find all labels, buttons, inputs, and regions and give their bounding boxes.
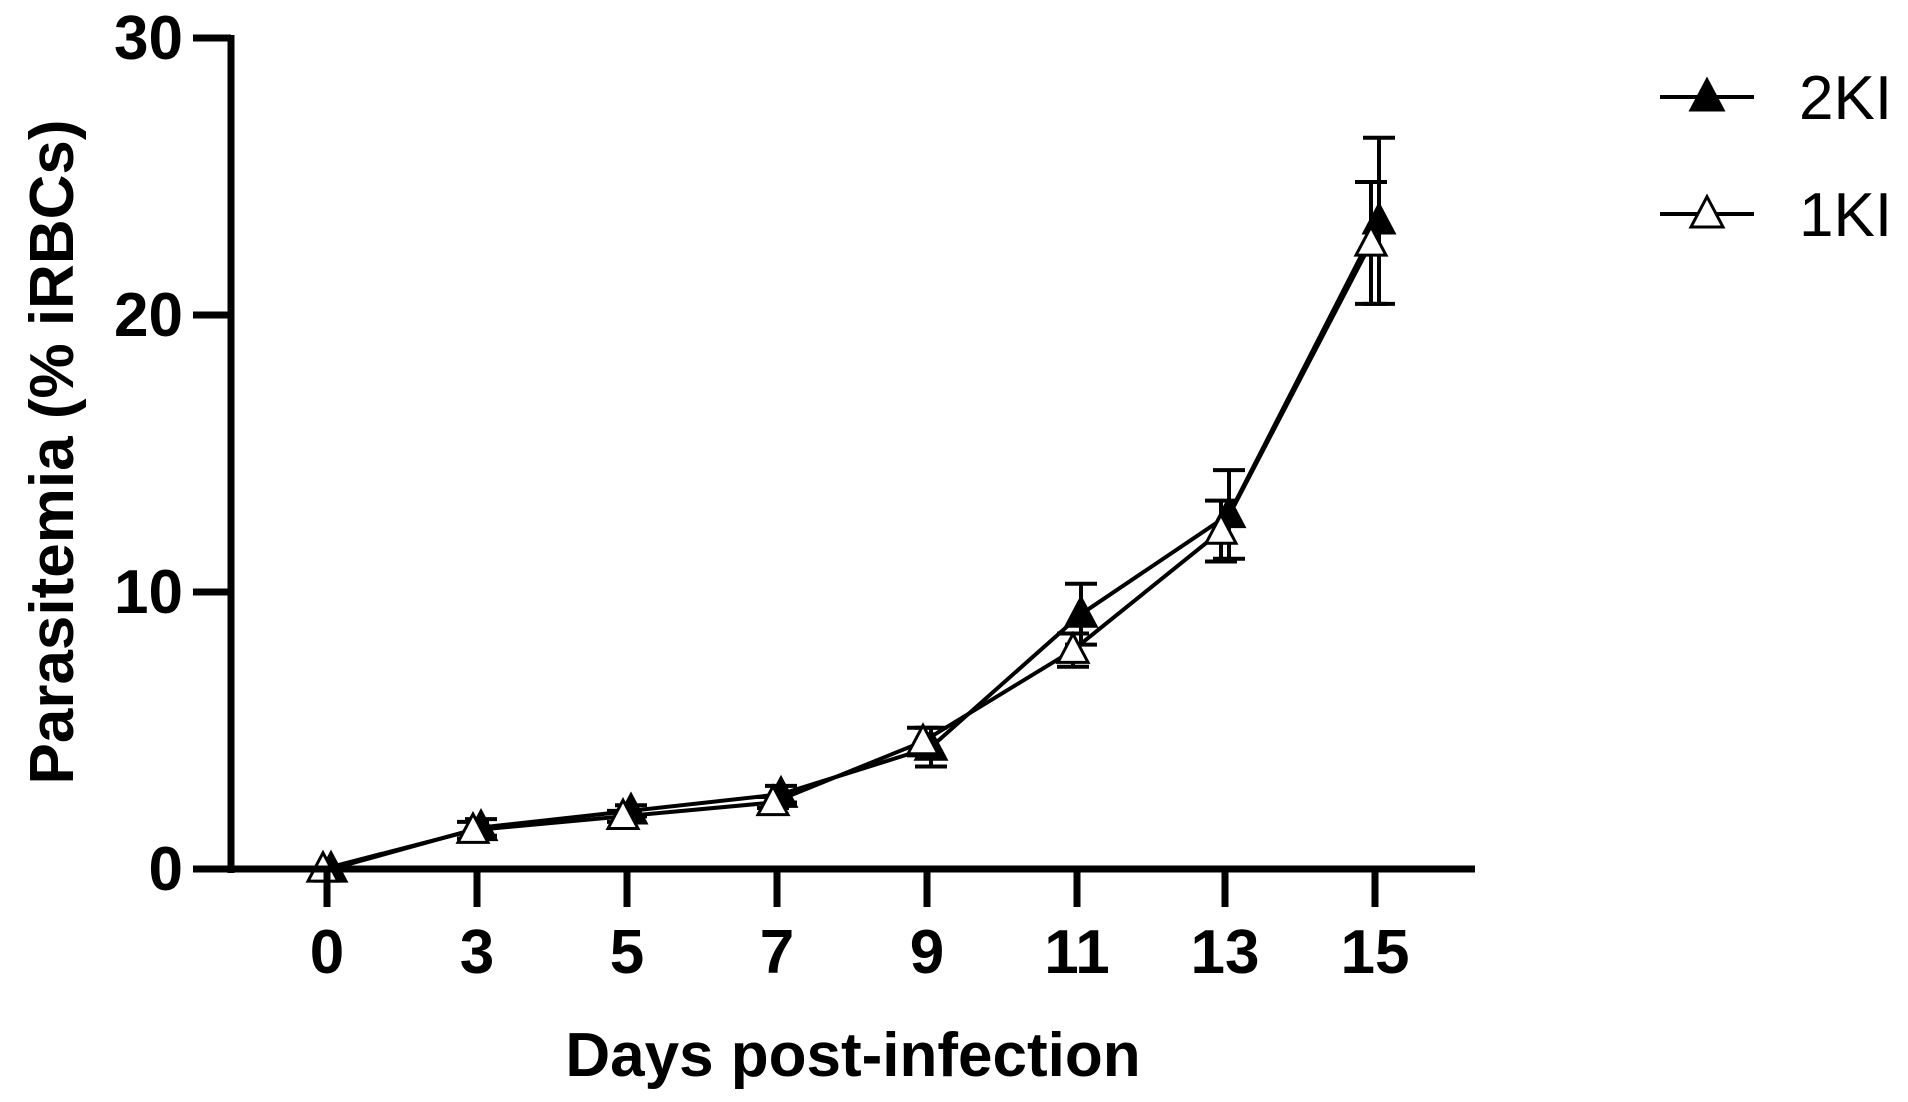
series-lines-layer — [322, 219, 1381, 871]
marker-1KI — [1203, 511, 1239, 545]
x-tick-label: 7 — [760, 918, 794, 987]
x-tick-label: 0 — [310, 918, 344, 987]
marker-1KI — [1055, 630, 1091, 664]
x-tick-label: 11 — [1044, 918, 1110, 987]
legend-marker-2KI — [1688, 76, 1726, 112]
series-line-1KI — [322, 242, 1373, 871]
markers-layer — [305, 201, 1397, 883]
legend-label-1KI: 1KI — [1799, 181, 1892, 250]
marker-1KI — [605, 796, 641, 831]
y-axis-title: Parasitemia (% iRBCs) — [18, 119, 87, 784]
legend-marker-1KI — [1688, 193, 1726, 229]
x-tick-label: 3 — [460, 918, 494, 987]
marker-1KI — [905, 722, 941, 756]
axes-layer — [193, 35, 1475, 873]
marker-1KI — [455, 810, 491, 844]
legend: 2KI 1KI — [1660, 64, 1892, 250]
marker-1KI — [1353, 223, 1389, 257]
x-tick-label: 15 — [1341, 918, 1410, 987]
x-tick-label: 9 — [910, 918, 944, 987]
y-tick-label: 20 — [114, 281, 183, 350]
legend-label-2KI: 2KI — [1799, 64, 1892, 133]
y-tick-label: 30 — [114, 4, 183, 73]
x-axis-title: Days post-infection — [565, 1021, 1140, 1090]
x-tick-label: 13 — [1191, 918, 1260, 987]
x-tick-label: 5 — [610, 918, 644, 987]
ticks-layer: 0 10 20 30 0 3 5 7 9 11 13 15 — [114, 4, 1409, 987]
y-tick-label: 0 — [149, 835, 183, 904]
marker-2KI — [1063, 594, 1099, 628]
marker-1KI — [755, 783, 791, 817]
y-tick-label: 10 — [114, 558, 183, 627]
